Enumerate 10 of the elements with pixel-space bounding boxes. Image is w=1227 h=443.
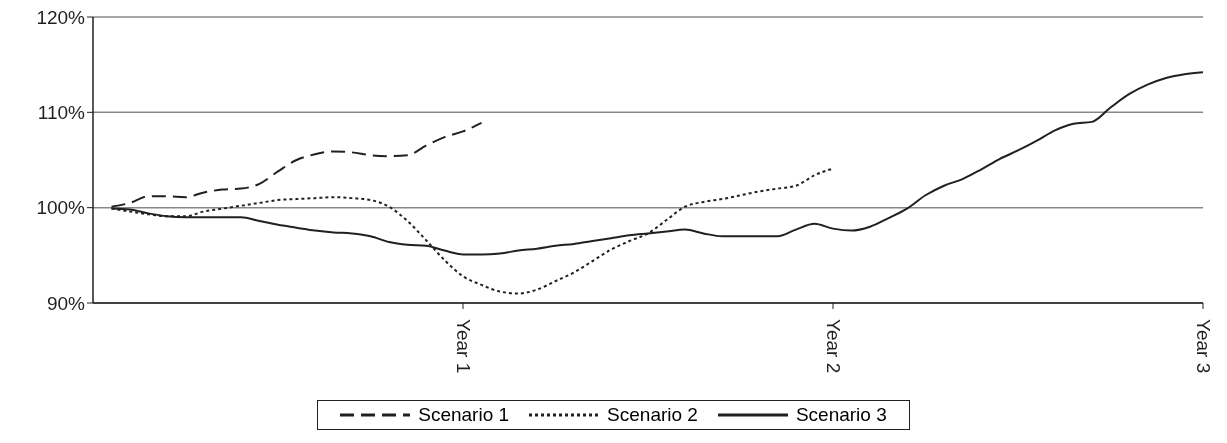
y-tick-label: 120% [36,6,86,28]
legend-label: Scenario 1 [418,404,510,426]
x-tick-label: Year 2 [822,319,844,374]
legend-label: Scenario 3 [795,404,887,426]
legend-label: Scenario 2 [607,404,698,426]
y-tick-label: 90% [46,292,86,314]
y-tick-label: 110% [37,102,86,124]
y-tick-label: 100% [36,197,86,219]
x-tick-label: Year 1 [452,319,474,374]
x-tick-label: Year 3 [1192,319,1214,374]
